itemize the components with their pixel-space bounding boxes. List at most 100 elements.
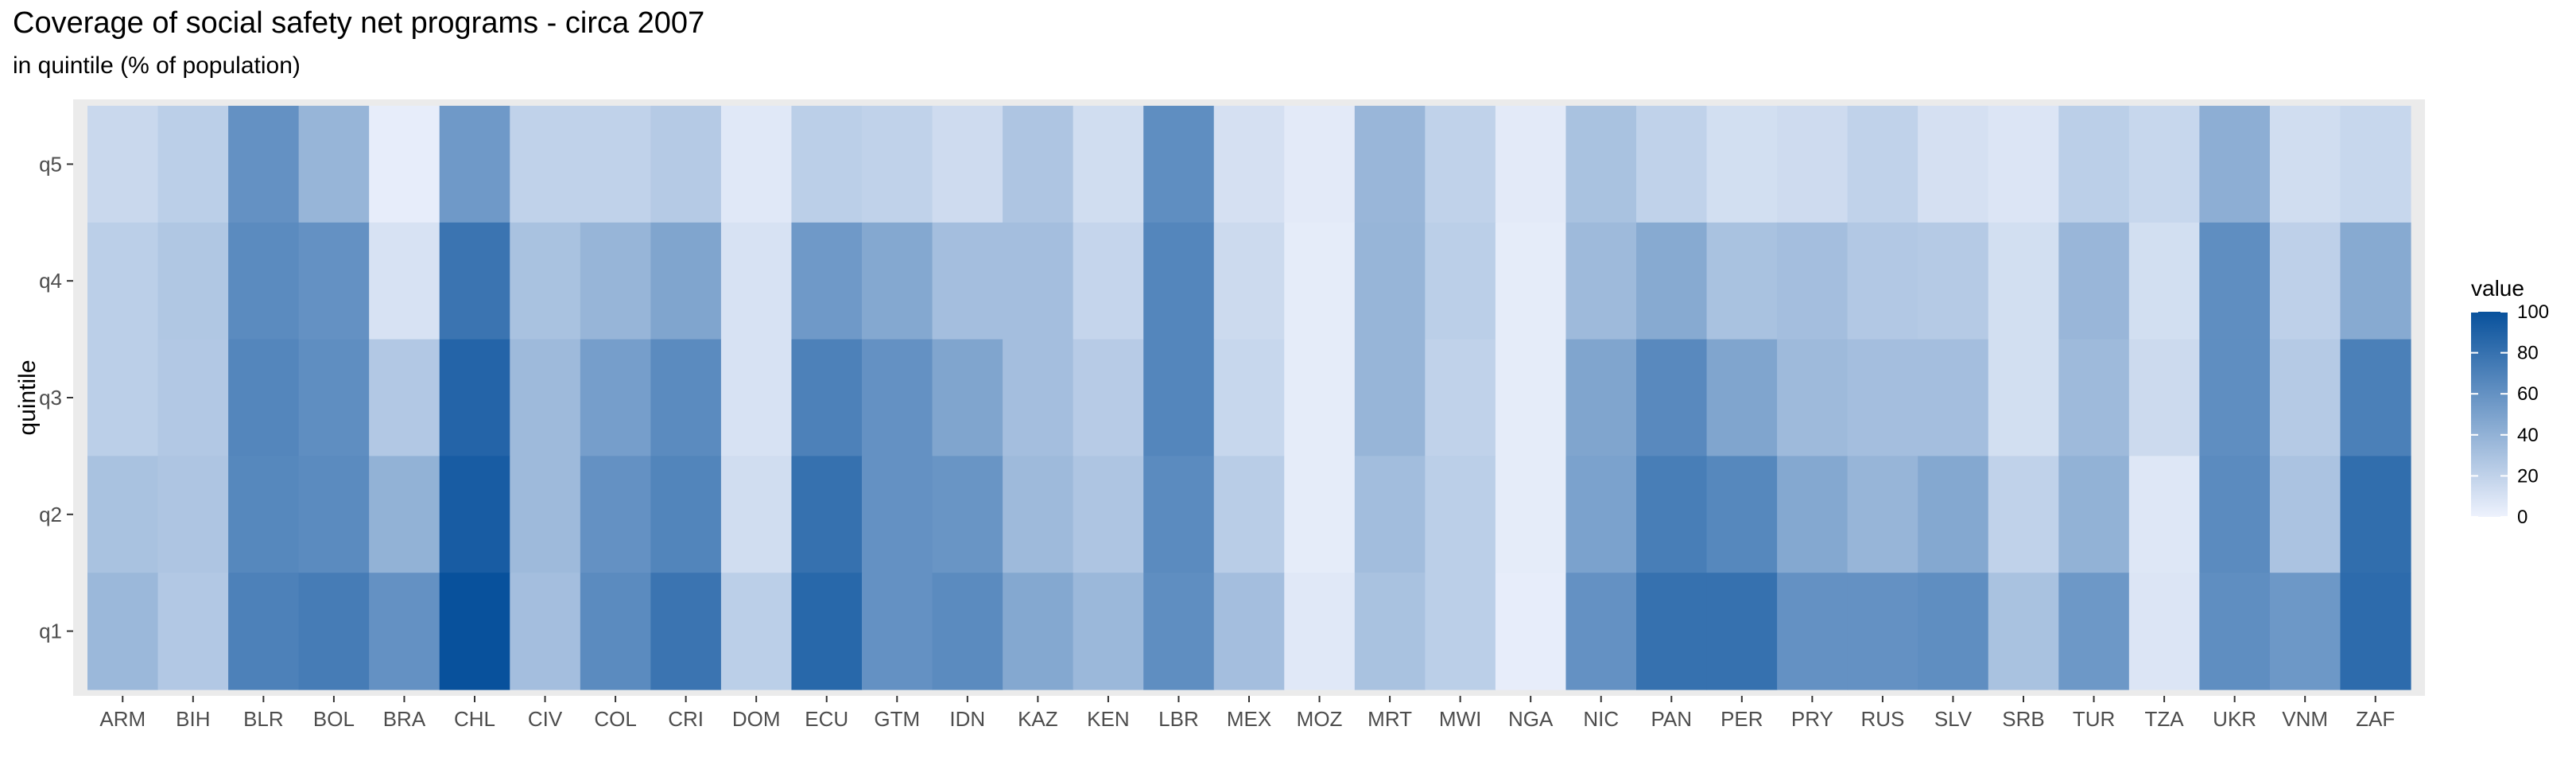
heatmap-cell-rus-q2: [1847, 456, 1918, 573]
legend-tick-label-60: 60: [2517, 383, 2539, 405]
heatmap-cell-per-q2: [1706, 456, 1778, 573]
heatmap-cell-dom-q1: [720, 573, 793, 690]
heatmap-cell-kaz-q4: [1003, 222, 1074, 340]
heatmap-cell-ecu-q2: [791, 456, 863, 573]
legend-title: value: [2471, 276, 2524, 301]
heatmap-cell-blr-q4: [228, 222, 300, 340]
heatmap-cell-ukr-q4: [2199, 222, 2271, 340]
heatmap-cell-nic-q5: [1565, 106, 1637, 223]
heatmap-cell-tza-q5: [2128, 106, 2200, 223]
heatmap-cell-nic-q4: [1565, 222, 1637, 340]
heatmap-cell-gtm-q5: [862, 106, 933, 223]
heatmap-cell-gtm-q4: [862, 222, 933, 340]
heatmap-cell-bih-q5: [157, 106, 229, 223]
heatmap-cell-chl-q4: [439, 222, 510, 340]
heatmap-cell-cri-q1: [650, 573, 722, 690]
x-tick-label-ecu: ECU: [805, 707, 848, 731]
heatmap-cell-dom-q4: [720, 222, 793, 340]
heatmap-cell-mrt-q2: [1354, 456, 1426, 573]
heatmap-cell-moz-q5: [1284, 106, 1356, 223]
heatmap-cell-arm-q3: [87, 339, 159, 456]
legend-tick-label-20: 20: [2517, 465, 2539, 487]
x-tick-label-ken: KEN: [1087, 707, 1129, 731]
heatmap-cell-slv-q3: [1918, 339, 1989, 456]
x-tick-label-bra: BRA: [383, 707, 426, 731]
x-tick-label-tur: TUR: [2073, 707, 2115, 731]
heatmap-cell-zaf-q1: [2340, 573, 2411, 690]
heatmap-cell-arm-q2: [87, 456, 159, 573]
heatmap-cell-srb-q1: [1988, 573, 2059, 690]
heatmap-cell-lbr-q2: [1143, 456, 1215, 573]
heatmap-cell-per-q4: [1706, 222, 1778, 340]
heatmap-cell-tza-q3: [2128, 339, 2200, 456]
heatmap-cell-mex-q2: [1213, 456, 1285, 573]
heatmap-cell-gtm-q2: [862, 456, 933, 573]
heatmap-cell-slv-q5: [1918, 106, 1989, 223]
heatmap-cell-nga-q5: [1495, 106, 1567, 223]
heatmap-cell-idn-q2: [932, 456, 1003, 573]
heatmap-cell-pan-q5: [1636, 106, 1708, 223]
x-tick-label-pan: PAN: [1651, 707, 1693, 731]
heatmap-cell-civ-q4: [510, 222, 581, 340]
heatmap-cell-col-q3: [580, 339, 651, 456]
heatmap-cell-pan-q3: [1636, 339, 1708, 456]
heatmap-cell-chl-q2: [439, 456, 510, 573]
heatmap-cell-mwi-q4: [1425, 222, 1496, 340]
heatmap-cell-per-q3: [1706, 339, 1778, 456]
heatmap-cell-pan-q2: [1636, 456, 1708, 573]
heatmap-cell-tur-q2: [2058, 456, 2130, 573]
heatmap-cell-idn-q5: [932, 106, 1003, 223]
heatmap-cell-cri-q5: [650, 106, 722, 223]
x-tick-label-kaz: KAZ: [1018, 707, 1058, 731]
heatmap-cell-mwi-q3: [1425, 339, 1496, 456]
heatmap-cell-blr-q2: [228, 456, 300, 573]
x-tick-label-ukr: UKR: [2213, 707, 2256, 731]
heatmap-cell-vnm-q3: [2269, 339, 2341, 456]
y-tick-label-q5: q5: [39, 152, 62, 176]
x-tick-label-gtm: GTM: [874, 707, 920, 731]
heatmap-cell-mrt-q4: [1354, 222, 1426, 340]
legend-tick-label-100: 100: [2517, 301, 2549, 323]
heatmap-cell-pan-q1: [1636, 573, 1708, 690]
heatmap-cell-mrt-q1: [1354, 573, 1426, 690]
heatmap-cell-mex-q4: [1213, 222, 1285, 340]
chart-subtitle: in quintile (% of population): [13, 52, 301, 79]
y-tick-label-q2: q2: [39, 503, 62, 526]
heatmap-cell-vnm-q5: [2269, 106, 2341, 223]
heatmap-cell-tur-q5: [2058, 106, 2130, 223]
heatmap-cell-idn-q1: [932, 573, 1003, 690]
heatmap-cell-pry-q2: [1777, 456, 1849, 573]
heatmap-cell-mex-q3: [1213, 339, 1285, 456]
heatmap-cell-vnm-q2: [2269, 456, 2341, 573]
heatmap-cell-ken-q4: [1073, 222, 1144, 340]
heatmap-cell-mrt-q5: [1354, 106, 1426, 223]
x-tick-label-zaf: ZAF: [2356, 707, 2395, 731]
heatmap-cell-ken-q1: [1073, 573, 1144, 690]
heatmap-cell-kaz-q1: [1003, 573, 1074, 690]
heatmap-cell-pry-q5: [1777, 106, 1849, 223]
heatmap-cell-ecu-q3: [791, 339, 863, 456]
heatmap-cell-slv-q4: [1918, 222, 1989, 340]
heatmap-cell-kaz-q5: [1003, 106, 1074, 223]
heatmap-cell-idn-q3: [932, 339, 1003, 456]
heatmap-cell-bih-q1: [157, 573, 229, 690]
heatmap-cell-civ-q3: [510, 339, 581, 456]
heatmap-cell-bol-q3: [298, 339, 370, 456]
heatmap-cell-col-q4: [580, 222, 651, 340]
heatmap-cell-arm-q4: [87, 222, 159, 340]
heatmap-cell-bih-q2: [157, 456, 229, 573]
heatmap-cell-col-q5: [580, 106, 651, 223]
heatmap-cell-tza-q1: [2128, 573, 2200, 690]
heatmap-cell-mwi-q1: [1425, 573, 1496, 690]
heatmap-cell-gtm-q1: [862, 573, 933, 690]
heatmap-cell-slv-q1: [1918, 573, 1989, 690]
heatmap-cell-mex-q5: [1213, 106, 1285, 223]
heatmap-cell-vnm-q4: [2269, 222, 2341, 340]
heatmap-cell-mex-q1: [1213, 573, 1285, 690]
heatmap-cell-bra-q3: [369, 339, 440, 456]
x-tick-label-col: COL: [594, 707, 636, 731]
heatmap-cell-lbr-q5: [1143, 106, 1215, 223]
heatmap-cell-chl-q5: [439, 106, 510, 223]
heatmap-cell-lbr-q1: [1143, 573, 1215, 690]
